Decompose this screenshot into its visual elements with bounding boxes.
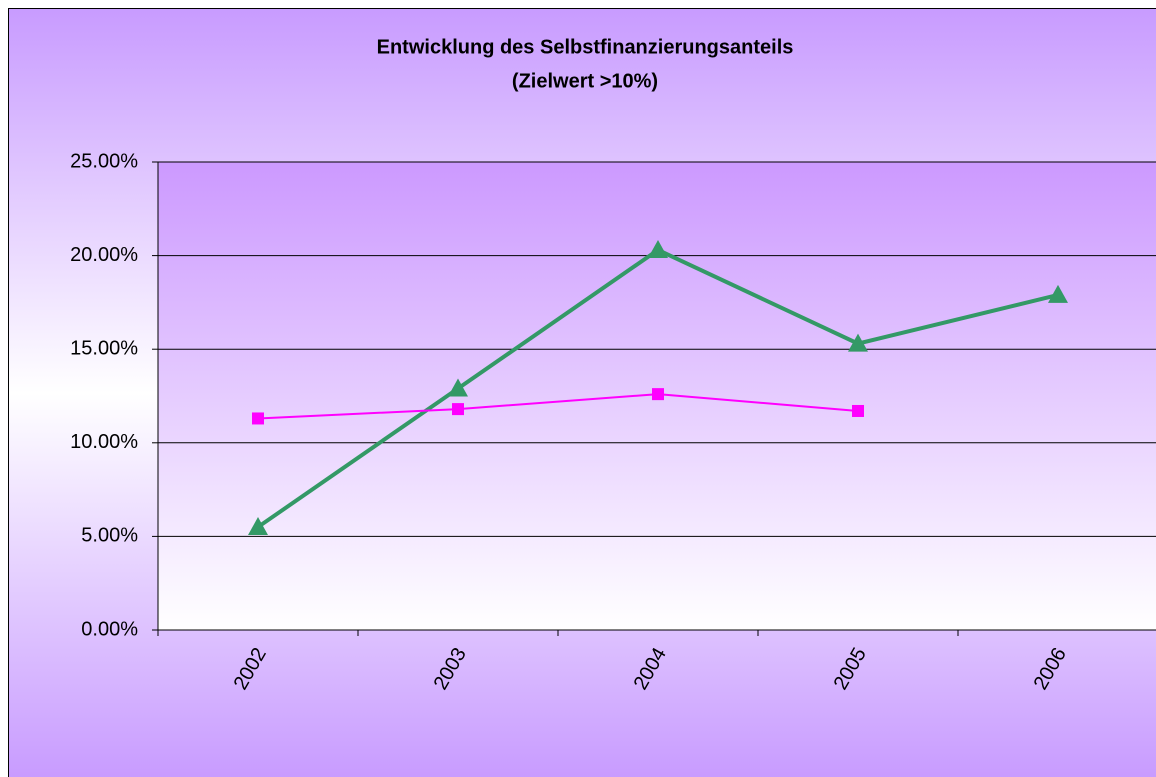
y-tick-label: 0.00% [81,618,138,640]
chart-title: Entwicklung des Selbstfinanzierungsantei… [377,36,794,58]
marker [652,388,664,401]
chart-subtitle: (Zielwert >10%) [512,70,658,92]
series-line [257,393,859,420]
marker [452,403,464,416]
y-tick-label: 20.00% [70,244,138,266]
marker [248,517,268,536]
y-tick-label: 5.00% [81,525,138,547]
marker [252,412,264,425]
y-tick-label: 15.00% [70,337,138,359]
marker [648,239,668,258]
marker [1048,284,1068,303]
y-tick-label: 25.00% [70,150,138,172]
y-tick-label: 10.00% [70,431,138,453]
marker [848,333,868,352]
marker [852,404,864,417]
marker [448,378,468,397]
